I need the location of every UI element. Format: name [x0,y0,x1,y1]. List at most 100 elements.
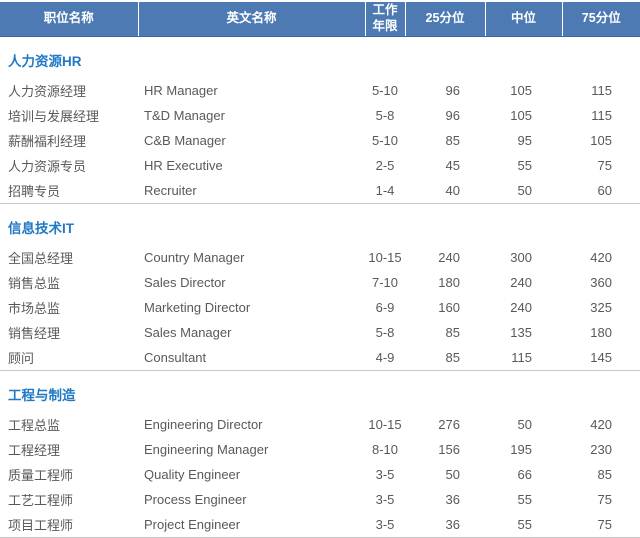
section-title: 人力资源HR [8,53,82,69]
cell-p25: 85 [445,133,460,148]
section-0: 人力资源HR 人力资源经理 HR Manager 5-10 96 105 115 培训与发展经… [0,37,640,204]
table-row: 工程经理 Engineering Manager 8-10 156 195 230 [0,437,640,462]
cell-position-cn: 人力资源经理 [8,84,87,99]
cell-median: 55 [517,158,532,173]
table-row: 销售总监 Sales Director 7-10 180 240 360 [0,270,640,295]
table-row: 薪酬福利经理 C&B Manager 5-10 85 95 105 [0,128,640,153]
cell-years: 5-8 [375,325,395,340]
cell-p75: 115 [591,83,612,98]
cell-years: 8-10 [371,442,399,457]
col-header-position-en: 英文名称 [137,2,365,37]
table-row: 市场总监 Marketing Director 6-9 160 240 325 [0,295,640,320]
cell-p75: 230 [590,442,612,457]
col-header-p25: 25分位 [404,2,485,37]
cell-p75: 60 [597,183,612,198]
table-row: 质量工程师 Quality Engineer 3-5 50 66 85 [0,462,640,487]
cell-p25: 276 [438,417,460,432]
cell-position-cn: 顾问 [8,351,35,366]
cell-position-cn: 市场总监 [8,301,61,316]
cell-median: 195 [510,442,532,457]
cell-position-cn: 工艺工程师 [8,493,74,508]
col-header-years: 工作年限 [364,2,405,37]
cell-position-cn: 质量工程师 [8,468,74,483]
table-header: 职位名称 英文名称 工作年限 25分位 中位 75分位 [0,2,640,37]
cell-p75: 75 [597,158,612,173]
cell-median: 105 [510,83,532,98]
cell-years: 6-9 [375,300,395,315]
cell-years: 10-15 [368,250,402,265]
col-header-median: 中位 [484,2,562,37]
cell-p75: 85 [597,467,612,482]
cell-p25: 85 [445,350,460,365]
cell-position-en: C&B Manager [144,133,226,148]
cell-p75: 180 [590,325,612,340]
cell-p75: 105 [590,133,612,148]
cell-p75: 115 [591,108,612,123]
table-row: 顾问 Consultant 4-9 85 115 145 [0,345,640,371]
cell-position-en: Marketing Director [144,300,251,315]
cell-median: 240 [510,300,532,315]
section-title-row: 信息技术IT [0,204,640,246]
cell-median: 66 [517,467,532,482]
cell-years: 3-5 [375,492,395,507]
cell-position-cn: 项目工程师 [8,518,74,533]
cell-p25: 45 [445,158,460,173]
cell-years: 1-4 [375,183,395,198]
cell-p75: 360 [590,275,612,290]
cell-position-en: HR Executive [144,158,223,173]
cell-position-cn: 销售经理 [8,326,61,341]
cell-position-en: Engineering Manager [144,442,269,457]
cell-position-cn: 全国总经理 [8,251,74,266]
cell-years: 4-9 [375,350,395,365]
cell-position-cn: 薪酬福利经理 [8,134,87,149]
cell-median: 300 [510,250,532,265]
cell-median: 105 [510,108,532,123]
cell-p75: 325 [590,300,612,315]
table-row: 销售经理 Sales Manager 5-8 85 135 180 [0,320,640,345]
table-row: 全国总经理 Country Manager 10-15 240 300 420 [0,245,640,270]
cell-p25: 240 [438,250,460,265]
cell-p75: 145 [590,350,612,365]
cell-years: 3-5 [375,517,395,532]
cell-position-cn: 招聘专员 [8,184,61,199]
cell-median: 50 [517,183,532,198]
cell-p75: 75 [597,492,612,507]
cell-position-cn: 工程总监 [8,418,61,433]
cell-position-en: HR Manager [144,83,218,98]
table-row: 人力资源专员 HR Executive 2-5 45 55 75 [0,153,640,178]
cell-p25: 180 [438,275,460,290]
cell-position-en: Project Engineer [144,517,241,532]
cell-position-en: Recruiter [144,183,197,198]
table-row: 人力资源经理 HR Manager 5-10 96 105 115 [0,78,640,103]
cell-years: 10-15 [368,417,402,432]
section-title: 信息技术IT [8,220,74,236]
cell-median: 135 [510,325,532,340]
cell-position-en: Sales Director [144,275,226,290]
cell-median: 55 [517,517,532,532]
cell-years: 5-10 [371,83,399,98]
cell-years: 5-10 [371,133,399,148]
cell-position-cn: 培训与发展经理 [8,109,100,124]
cell-median: 115 [511,350,532,365]
cell-position-en: Process Engineer [144,492,247,507]
table-row: 工艺工程师 Process Engineer 3-5 36 55 75 [0,487,640,512]
cell-years: 7-10 [371,275,399,290]
table-row: 工程总监 Engineering Director 10-15 276 50 420 [0,412,640,437]
cell-position-cn: 人力资源专员 [8,159,87,174]
cell-position-en: Country Manager [144,250,245,265]
cell-p25: 96 [445,83,460,98]
table-row: 项目工程师 Project Engineer 3-5 36 55 75 [0,512,640,538]
cell-p25: 36 [445,492,460,507]
section-title: 工程与制造 [8,387,76,403]
cell-position-cn: 销售总监 [8,276,61,291]
cell-p25: 160 [438,300,460,315]
cell-position-en: Engineering Director [144,417,263,432]
cell-p25: 40 [445,183,460,198]
cell-p25: 156 [438,442,460,457]
cell-p25: 85 [445,325,460,340]
cell-median: 50 [517,417,532,432]
section-2: 工程与制造 工程总监 Engineering Director 10-15 276 50 4… [0,371,640,538]
cell-position-en: Consultant [144,350,207,365]
cell-p75: 420 [590,250,612,265]
cell-years: 2-5 [375,158,395,173]
